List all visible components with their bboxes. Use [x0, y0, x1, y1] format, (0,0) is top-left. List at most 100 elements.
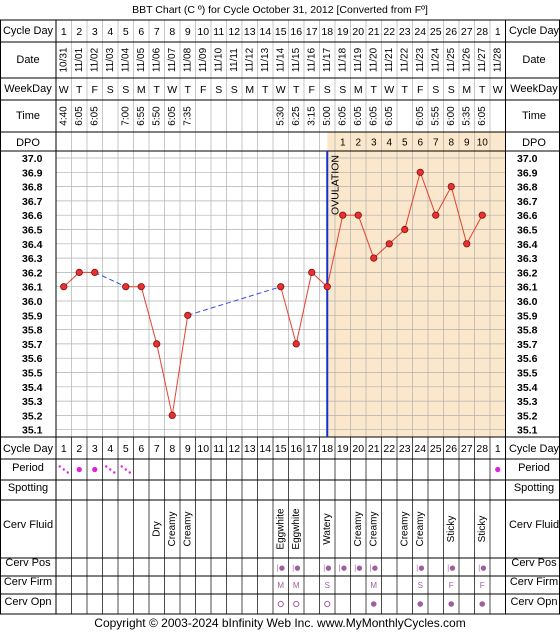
y-tick-label-right: 37.0 — [517, 153, 538, 165]
period-light-dot — [62, 468, 65, 471]
cycle-day-cell-bottom: 28 — [476, 443, 488, 455]
time-cell: 6:05 — [384, 106, 395, 126]
cycle-day-cell-bottom: 23 — [399, 443, 411, 455]
cerv-pos-mark: |● — [277, 564, 285, 572]
label-cycle-day-bottom-right: Cycle Day — [509, 443, 560, 455]
weekday-cell: S — [122, 84, 129, 96]
cycle-day-cell: 7 — [154, 26, 160, 38]
cycle-day-cell: 28 — [476, 26, 488, 38]
dpo-cell: 8 — [448, 138, 454, 149]
date-cell: 11/07 — [167, 47, 178, 72]
y-tick-label-left: 36.0 — [22, 296, 43, 308]
cycle-day-cell-bottom: 14 — [259, 443, 271, 455]
cycle-day-cell: 8 — [169, 26, 175, 38]
date-cell: 11/22 — [399, 47, 410, 72]
y-tick-label-right: 36.5 — [517, 225, 538, 237]
cycle-day-cell-bottom: 16 — [290, 443, 302, 455]
label-cerv-opn: Cerv Opn — [4, 596, 51, 608]
dpo-cell: 1 — [340, 138, 346, 149]
period-light-dot — [109, 468, 112, 471]
cerv-fluid-cell: Creamy — [167, 511, 178, 546]
ovulation-label: OVULATION — [329, 155, 341, 215]
cerv-fluid-cell: Creamy — [368, 511, 379, 546]
cerv-fluid-cell: Eggwhite — [275, 508, 286, 550]
y-tick-label-left: 36.8 — [22, 182, 43, 194]
cerv-pos-mark: |● — [478, 564, 486, 572]
weekday-cell: S — [324, 84, 331, 96]
temp-point — [416, 168, 424, 176]
y-tick-label-right: 36.9 — [517, 167, 538, 179]
time-cell: 6:05 — [477, 106, 488, 126]
cycle-day-cell: 3 — [92, 26, 98, 38]
weekday-cell: S — [339, 84, 346, 96]
y-tick-label-left: 35.9 — [22, 310, 43, 322]
label-cycle-day-right: Cycle Day — [509, 25, 560, 37]
period-light-dot — [113, 471, 116, 474]
label-date-right: Date — [522, 54, 545, 66]
temp-point — [60, 283, 68, 291]
date-cell: 11/09 — [198, 47, 209, 72]
cycle-day-cell: 10 — [197, 26, 209, 38]
time-cell: 6:05 — [353, 106, 364, 126]
cerv-firm-mark: F — [449, 581, 454, 590]
y-tick-label-left: 36.2 — [22, 267, 43, 279]
time-cell: 4:40 — [58, 106, 69, 126]
cerv-opn-mark — [479, 601, 486, 607]
time-cell: 6:05 — [368, 106, 379, 126]
dpo-cell: 10 — [477, 138, 489, 149]
cerv-fluid-cell: Sticky — [477, 516, 488, 543]
cycle-day-cell: 16 — [290, 26, 302, 38]
y-tick-label-left: 35.5 — [22, 368, 43, 380]
cycle-day-cell: 25 — [430, 26, 442, 38]
cycle-day-cell-bottom: 6 — [138, 443, 144, 455]
cerv-pos-mark: |● — [339, 564, 347, 572]
cycle-day-cell: 27 — [461, 26, 473, 38]
y-tick-label-right: 35.2 — [517, 410, 538, 422]
weekday-cell: M — [137, 84, 146, 96]
temp-line-segment — [140, 286, 158, 345]
y-tick-label-right: 35.3 — [517, 396, 538, 408]
cycle-day-cell: 14 — [259, 26, 271, 38]
cycle-day-cell-bottom: 25 — [430, 443, 442, 455]
temp-line-segment — [419, 172, 437, 216]
y-tick-label-right: 35.8 — [517, 325, 538, 337]
temp-line-segment — [280, 286, 297, 345]
cerv-pos-mark: |● — [447, 564, 455, 572]
y-tick-label-right: 36.6 — [517, 210, 538, 222]
label-cerv-firm: Cerv Firm — [4, 576, 52, 588]
cycle-day-cell-bottom: 27 — [461, 443, 473, 455]
weekday-cell: S — [432, 84, 439, 96]
date-cell: 11/12 — [244, 47, 255, 72]
y-tick-label-left: 36.7 — [22, 196, 43, 208]
time-cell: 6:25 — [291, 106, 302, 126]
temp-point — [323, 283, 331, 291]
y-tick-label-right: 35.7 — [517, 339, 538, 351]
cycle-day-cell-bottom: 26 — [445, 443, 457, 455]
temp-line-segment — [435, 186, 452, 216]
y-tick-label-right: 36.1 — [517, 282, 538, 294]
time-cell: 5:55 — [430, 106, 441, 126]
y-tick-label-left: 35.7 — [22, 339, 43, 351]
weekday-cell: T — [185, 84, 192, 96]
temp-point — [339, 211, 347, 219]
time-cell: 5:35 — [461, 106, 472, 126]
dpo-cell: 6 — [417, 138, 423, 149]
cerv-fluid-cell: Sticky — [446, 516, 457, 543]
temp-point — [385, 240, 393, 248]
cycle-day-cell-bottom: 24 — [414, 443, 426, 455]
cycle-day-cell-bottom: 17 — [306, 443, 318, 455]
temperature-series — [60, 168, 486, 419]
y-tick-label-right: 35.9 — [517, 310, 538, 322]
period-heavy-dot — [76, 466, 82, 473]
label-weekday-right: WeekDay — [510, 83, 558, 95]
temp-line-segment — [156, 343, 173, 416]
y-tick-label-left: 35.2 — [22, 410, 43, 422]
label-weekday: WeekDay — [4, 83, 52, 95]
cycle-day-cell: 24 — [414, 26, 426, 38]
cycle-day-cell-bottom: 2 — [76, 443, 82, 455]
dpo-cell: 3 — [371, 138, 377, 149]
weekday-cell: W — [276, 84, 286, 96]
period-light-dot — [120, 465, 123, 468]
cycle-day-cell: 4 — [107, 26, 113, 38]
cycle-day-cell-bottom: 8 — [169, 443, 175, 455]
